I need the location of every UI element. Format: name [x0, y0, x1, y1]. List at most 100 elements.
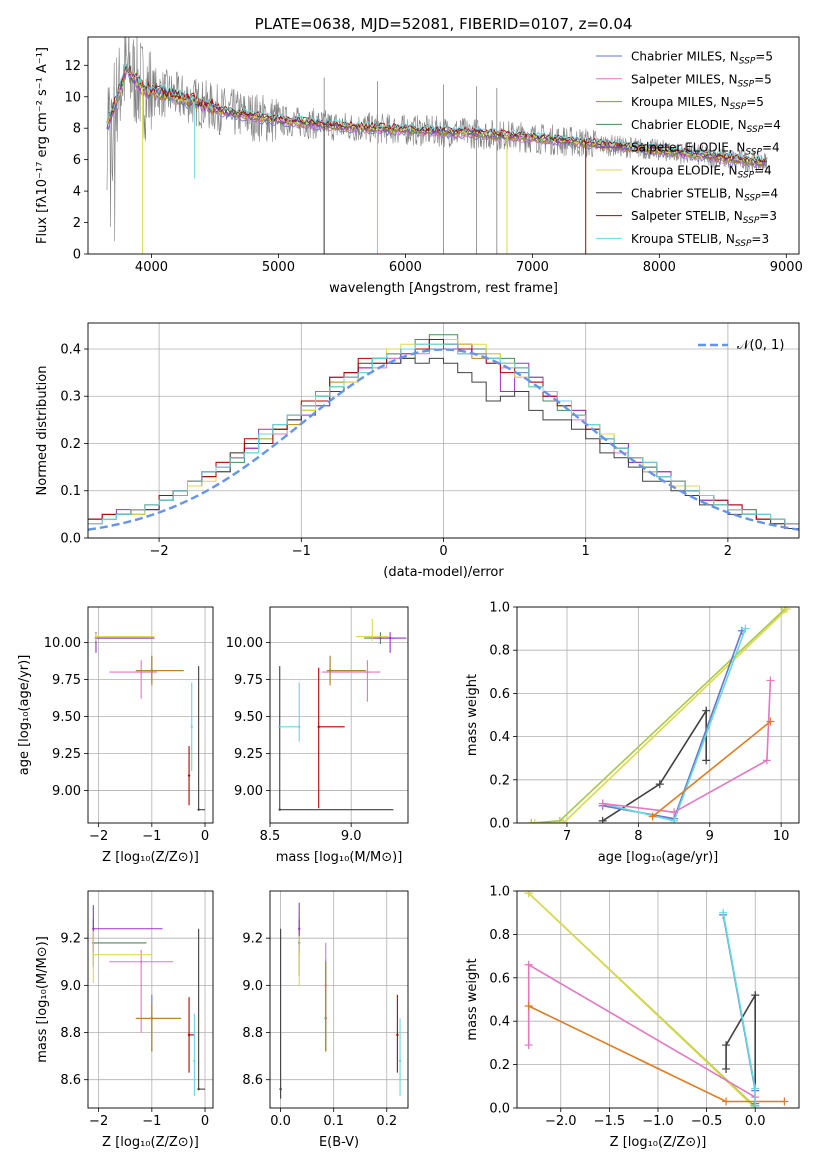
- x-tick-label: −1: [292, 544, 311, 559]
- plus-marker: [670, 808, 679, 817]
- plus-marker: [722, 1041, 731, 1050]
- series-line: [602, 630, 743, 820]
- x-tick-label: −1: [142, 829, 161, 844]
- y-tick-label: 9.75: [52, 673, 81, 688]
- legend-entry: Chabrier STELIB, NSSP=4: [631, 186, 778, 203]
- data-point: [278, 808, 281, 811]
- data-point: [396, 1033, 399, 1037]
- y-tick-label: 1.0: [489, 601, 510, 616]
- residual-histogram-panel: −2 −1 0 1 2 0.0 0.1 0.2 0.3 0.4 𝒩(0, 1) (data-model…: [35, 322, 800, 580]
- plus-marker: [559, 819, 568, 823]
- y-tick-label: 9.00: [234, 784, 263, 799]
- normal-distribution-curve: [88, 348, 799, 531]
- legend-entry: Kroupa MILES, NSSP=5: [631, 95, 764, 112]
- series-line: [602, 680, 772, 814]
- axes-frame: [87, 890, 214, 1109]
- y-tick-label: 0.4: [489, 1015, 510, 1030]
- series-line: [534, 608, 788, 823]
- data-point: [139, 960, 143, 963]
- data-point: [197, 808, 200, 811]
- x-axis-label: E(B-V): [319, 1135, 359, 1150]
- x-tick-label: −1.0: [642, 1114, 674, 1129]
- x-tick-label: 9000: [770, 260, 803, 275]
- x-tick-label: −1: [142, 1114, 161, 1129]
- plus-marker: [766, 717, 775, 726]
- plus-marker: [655, 780, 664, 789]
- y-tick-label: 0.2: [489, 1058, 510, 1073]
- mass-weight-vs-metallicity-panel: −2.0 −1.5 −1.0 −0.5 0.0 0.0 0.2 0.4 0.6 0.8 1.0 Z […: [465, 885, 800, 1150]
- histogram-step-line: [88, 343, 799, 525]
- plus-marker: [702, 756, 711, 765]
- plot-area: [279, 902, 402, 1099]
- plus-marker: [670, 816, 679, 823]
- data-point: [279, 1087, 282, 1091]
- model-spectrum-line: [106, 66, 768, 167]
- y-tick-label: 0: [73, 248, 81, 263]
- y-tick-label: 9.50: [52, 710, 81, 725]
- data-point: [317, 725, 320, 729]
- y-tick-label: 10: [64, 90, 81, 105]
- x-tick-label: 6000: [389, 260, 422, 275]
- data-point: [366, 670, 369, 674]
- plus-marker: [762, 756, 771, 765]
- x-tick-label: −0.5: [691, 1114, 723, 1129]
- data-point: [197, 1087, 200, 1091]
- age-vs-metallicity-panel: −2 −1 0 9.00 9.25 9.50 9.75 10.00 Z [log₁₀(Z/Z⊙)…: [17, 606, 214, 865]
- x-tick-label: −2: [89, 829, 108, 844]
- spectrum-panel: 4000 5000 6000 7000 8000 9000 0 2 4 6 8 10 12 Chabrie…: [35, 15, 803, 296]
- legend-entry: Chabrier MILES, NSSP=5: [631, 50, 773, 67]
- x-tick-label: 0.1: [323, 1114, 344, 1129]
- plot-area: [527, 607, 791, 823]
- data-point: [388, 636, 392, 640]
- x-tick-label: 9: [706, 829, 714, 844]
- data-point: [297, 953, 301, 956]
- y-axis-label: mass [log₁₀(M/M⊙)]: [35, 936, 50, 1063]
- x-tick-label: −2: [89, 1114, 108, 1129]
- x-tick-label: 8.5: [260, 829, 281, 844]
- model-spectrum-line: [106, 62, 764, 162]
- y-tick-label: 8.6: [60, 1073, 81, 1088]
- plus-marker: [722, 1064, 731, 1073]
- y-tick-label: 8.8: [242, 1026, 263, 1041]
- y-tick-label: 9.00: [52, 784, 81, 799]
- x-axis-label: age [log₁₀(age/yr)]: [598, 850, 719, 865]
- y-axis-label: Normed distribution: [35, 366, 50, 496]
- axes-frame: [87, 322, 800, 539]
- y-tick-label: 9.25: [234, 747, 263, 762]
- series-line: [528, 1005, 785, 1103]
- x-tick-label: 7000: [516, 260, 549, 275]
- y-tick-label: 2: [73, 216, 81, 231]
- legend-entry: Kroupa ELODIE, NSSP=4: [631, 164, 772, 181]
- y-axis-label: mass weight: [465, 674, 480, 756]
- plot-area: [106, 37, 768, 254]
- y-tick-label: 4: [73, 185, 81, 200]
- plus-marker: [702, 706, 711, 715]
- data-point: [190, 725, 193, 729]
- y-tick-label: 10.00: [44, 636, 81, 651]
- y-tick-label: 9.50: [234, 710, 263, 725]
- plus-marker: [751, 1101, 760, 1108]
- y-tick-label: 9.2: [60, 932, 81, 947]
- data-point: [398, 1059, 402, 1063]
- data-point: [371, 635, 374, 638]
- x-tick-label: 0.2: [376, 1114, 397, 1129]
- series-line: [722, 912, 756, 1106]
- y-tick-label: 9.0: [60, 979, 81, 994]
- x-tick-label: 0: [201, 1114, 209, 1129]
- y-tick-label: 0.0: [489, 1102, 510, 1117]
- y-tick-label: 0.8: [489, 644, 510, 659]
- x-axis-label: wavelength [Angstrom, rest frame]: [329, 281, 558, 296]
- mass-vs-ebv-panel: 0.0 0.1 0.2 8.6 8.8 9.0 9.2 E(B-V): [242, 890, 409, 1150]
- y-tick-label: 0.3: [60, 390, 81, 405]
- legend-entry: Kroupa STELIB, NSSP=3: [631, 232, 769, 249]
- legend-entry: Salpeter STELIB, NSSP=3: [631, 209, 777, 226]
- y-tick-label: 12: [64, 59, 81, 74]
- x-tick-label: −1.5: [594, 1114, 626, 1129]
- y-tick-label: 0.2: [489, 773, 510, 788]
- plus-marker: [524, 1041, 533, 1050]
- y-tick-label: 0.8: [489, 928, 510, 943]
- plus-marker: [527, 819, 536, 823]
- y-tick-label: 8: [73, 122, 81, 137]
- series-line: [602, 628, 747, 822]
